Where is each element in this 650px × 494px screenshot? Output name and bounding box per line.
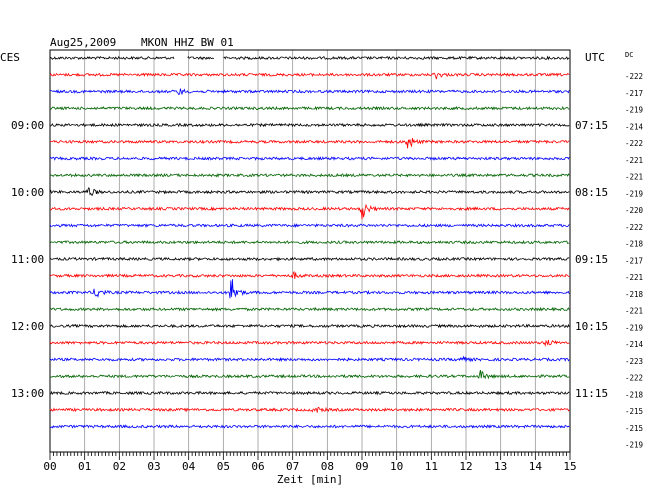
dc-value-label: -222 <box>625 374 643 383</box>
seismic-trace-row <box>49 355 570 363</box>
chart-date: Aug25,2009 <box>50 36 116 49</box>
right-time-label: 08:15 <box>575 186 608 199</box>
x-tick-label: 10 <box>390 460 403 473</box>
dc-value-label: -217 <box>625 89 643 98</box>
dc-value-label: -222 <box>625 139 643 148</box>
seismic-trace-row <box>49 256 570 262</box>
dc-value-label: -218 <box>625 290 644 299</box>
dc-value-label: -221 <box>625 173 643 182</box>
x-tick-label: 00 <box>43 460 56 473</box>
x-tick-label: 12 <box>459 460 472 473</box>
chart-station: MKON HHZ BW 01 <box>141 36 234 49</box>
seismic-trace-row <box>49 323 570 329</box>
dc-value-label: -221 <box>625 307 643 316</box>
dc-value-label: -215 <box>625 424 643 433</box>
x-tick-label: 08 <box>321 460 334 473</box>
seismic-trace-row <box>49 187 570 196</box>
right-time-label: 10:15 <box>575 320 608 333</box>
seismic-trace-row <box>49 424 570 429</box>
x-tick-label: 09 <box>355 460 368 473</box>
x-tick-label: 01 <box>78 460 91 473</box>
seismic-trace-row <box>49 137 570 149</box>
x-axis-title: Zeit [min] <box>277 473 343 486</box>
x-tick-label: 05 <box>217 460 230 473</box>
x-tick-label: 14 <box>529 460 543 473</box>
seismic-trace-row <box>49 270 570 280</box>
x-tick-label: 13 <box>494 460 507 473</box>
left-time-label: 12:00 <box>11 320 44 333</box>
left-time-label: 09:00 <box>11 119 44 132</box>
dc-value-label: -219 <box>625 323 643 332</box>
seismic-trace-row <box>49 306 570 312</box>
x-tick-label: 07 <box>286 460 299 473</box>
dc-value-label: -221 <box>625 273 643 282</box>
right-timezone-label: UTC <box>585 51 605 64</box>
dc-value-label: -217 <box>625 256 643 265</box>
left-timezone-label: CES <box>0 51 20 64</box>
right-time-label: 09:15 <box>575 253 608 266</box>
minute-grid <box>49 49 571 460</box>
x-tick-label: 03 <box>147 460 160 473</box>
dc-value-label: -215 <box>625 407 643 416</box>
x-tick-label: 11 <box>425 460 438 473</box>
left-time-label: 11:00 <box>11 253 44 266</box>
seismic-trace-row <box>49 390 570 396</box>
seismic-trace-row <box>49 279 570 299</box>
dc-value-label: -218 <box>625 240 644 249</box>
seismic-trace-row <box>49 72 570 80</box>
left-time-label: 13:00 <box>11 387 44 400</box>
dc-value-label: -223 <box>625 357 643 366</box>
seismic-trace-row <box>49 88 570 96</box>
seismic-trace-row <box>49 156 570 161</box>
seismic-trace-row <box>49 172 570 178</box>
dc-value-label: -221 <box>625 156 643 165</box>
right-time-label: 11:15 <box>575 387 608 400</box>
x-tick-label: 15 <box>563 460 576 473</box>
dc-value-label: -214 <box>625 122 644 131</box>
dc-value-label: -214 <box>625 340 644 349</box>
x-tick-label: 06 <box>251 460 264 473</box>
dc-value-label: -222 <box>625 223 643 232</box>
dc-value-label: -219 <box>625 441 643 450</box>
dc-value-label: -218 <box>625 390 644 399</box>
dc-value-label: -222 <box>625 72 643 81</box>
dc-header-label: DC <box>625 51 633 59</box>
x-tick-label: 02 <box>113 460 126 473</box>
dc-value-label: -219 <box>625 189 643 198</box>
dc-value-label: -219 <box>625 106 643 115</box>
seismic-trace-row <box>49 406 570 413</box>
seismic-trace-row <box>49 105 570 111</box>
seismic-trace-row <box>49 55 570 61</box>
seismic-trace-row <box>49 339 570 347</box>
seismic-trace-row <box>49 239 570 245</box>
seismic-trace-row <box>49 370 570 380</box>
seismic-trace-row <box>49 223 570 228</box>
dc-value-label: -220 <box>625 206 644 215</box>
left-time-label: 10:00 <box>11 186 44 199</box>
seismic-trace-row <box>49 122 570 128</box>
trace-group <box>49 55 570 429</box>
x-tick-label: 04 <box>182 460 196 473</box>
seismic-trace-row <box>49 203 570 220</box>
right-time-label: 07:15 <box>575 119 608 132</box>
